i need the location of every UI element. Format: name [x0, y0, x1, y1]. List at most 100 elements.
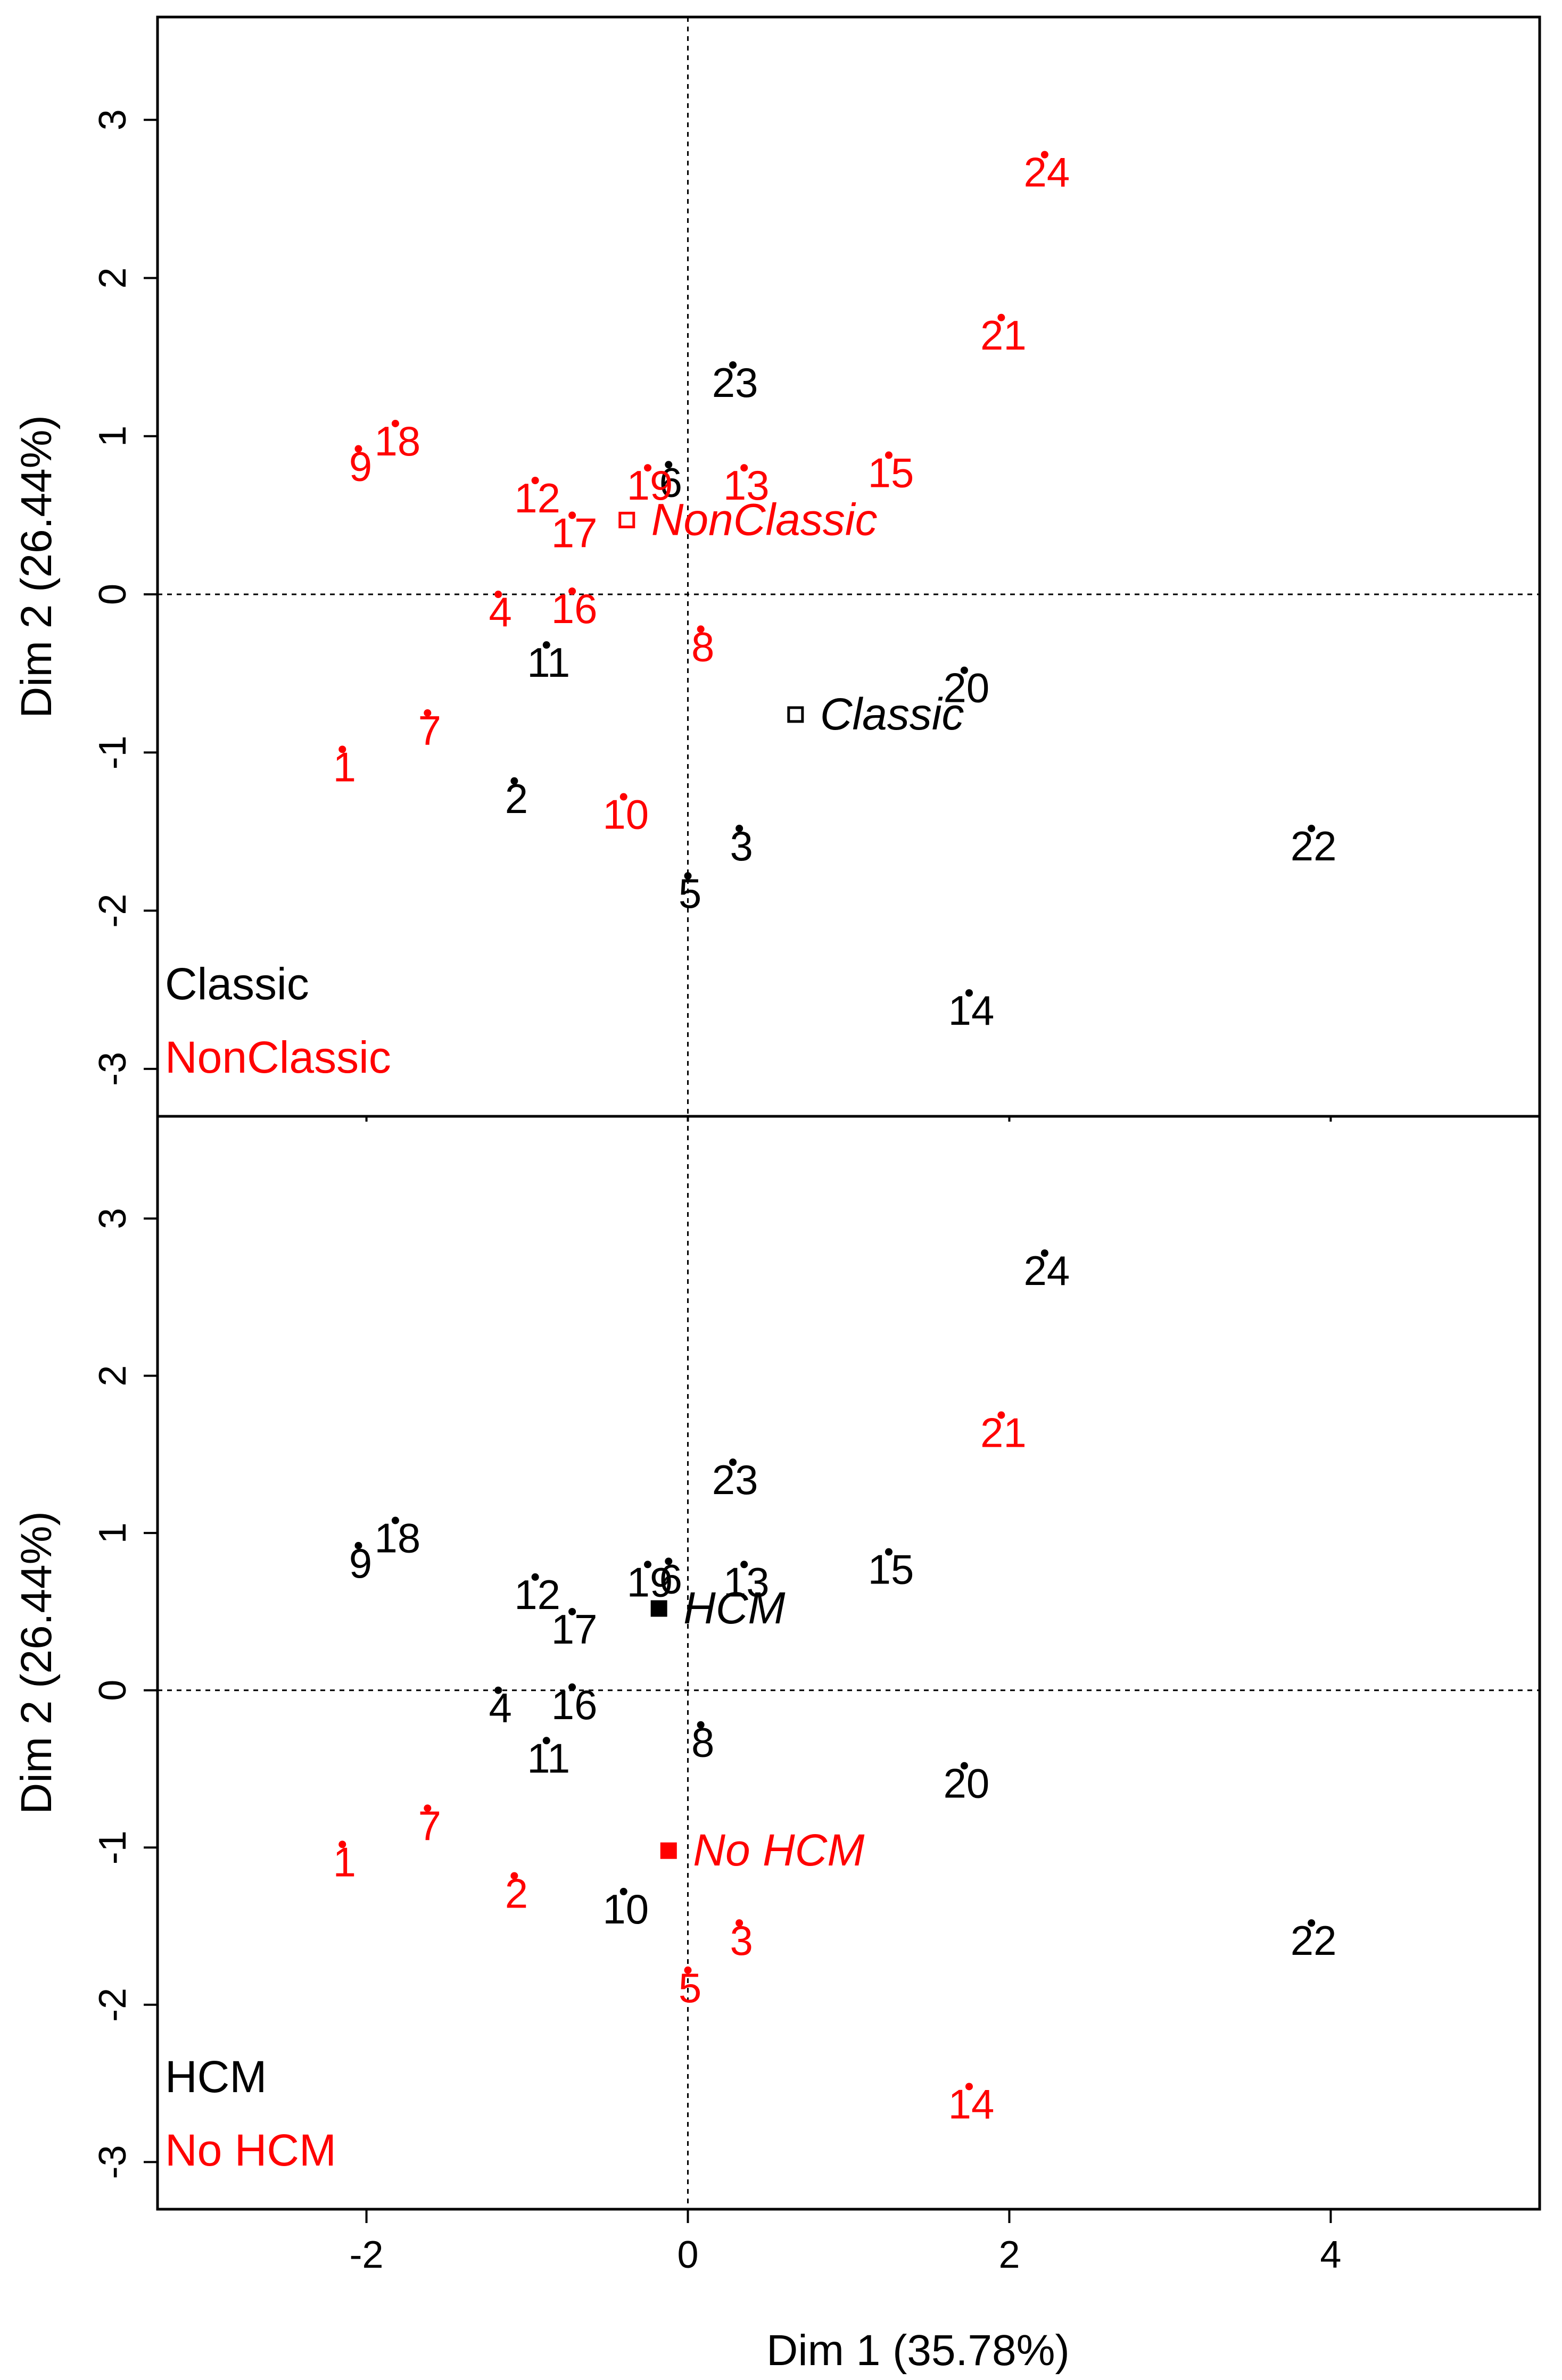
y-tick-label: 2 [92, 1365, 134, 1387]
point-marker [665, 461, 673, 469]
centroid-label: NonClassic [651, 494, 878, 544]
y-tick-label: 3 [92, 1208, 134, 1229]
point-label: 12 [514, 1571, 560, 1618]
y-tick-label: -2 [92, 1988, 134, 2022]
point-label: 2 [505, 775, 528, 822]
point-marker [619, 793, 627, 801]
y-tick-label: 0 [92, 584, 134, 605]
point-label: 4 [489, 1685, 511, 1731]
point-label: 10 [602, 1886, 649, 1933]
centroid-label: No HCM [693, 1825, 864, 1875]
point-marker [391, 1516, 399, 1524]
point-label: 19 [627, 462, 673, 509]
point-marker [338, 1840, 346, 1848]
point-label: 21 [980, 1409, 1027, 1456]
centroid-marker [618, 511, 635, 528]
legend-entry: No HCM [165, 2125, 336, 2175]
point-label: 1 [333, 1838, 356, 1885]
point-marker [965, 2083, 973, 2091]
y-tick-label: -2 [92, 894, 134, 928]
point-marker [542, 641, 550, 649]
point-marker [1308, 1919, 1316, 1927]
point-label: 6 [659, 1555, 682, 1602]
point-label: 24 [1024, 1247, 1070, 1294]
legend-entry: HCM [165, 2052, 267, 2102]
point-label: 15 [868, 449, 914, 496]
point-label: 8 [691, 1719, 714, 1766]
point-label: 22 [1291, 1917, 1337, 1964]
point-label: 21 [980, 312, 1027, 359]
point-marker [729, 361, 737, 369]
point-label: 12 [514, 475, 560, 521]
point-marker [885, 451, 892, 459]
point-label: 17 [551, 509, 598, 556]
point-label: 11 [527, 1735, 570, 1781]
point-marker [424, 709, 432, 717]
point-marker [684, 872, 692, 880]
point-marker [997, 313, 1005, 321]
x-tick-label: 0 [677, 2234, 698, 2276]
point-marker [510, 777, 518, 785]
point-label: 10 [602, 791, 649, 838]
point-label: 22 [1291, 823, 1337, 869]
point-label: 11 [527, 639, 570, 686]
y-tick-label: 1 [92, 426, 134, 447]
point-label: 9 [349, 1540, 372, 1587]
point-label: 16 [551, 585, 598, 632]
y-tick-label: -1 [92, 735, 134, 769]
centroid-label: Classic [820, 689, 964, 739]
point-label: 23 [712, 1456, 758, 1503]
point-marker [735, 824, 743, 832]
point-marker [960, 1762, 968, 1770]
point-marker [354, 1541, 362, 1549]
point-label: 20 [944, 1760, 990, 1807]
point-marker [965, 989, 973, 997]
point-label: 7 [418, 1802, 441, 1849]
y-axis-label: Dim 2 (26.44%) [12, 1511, 61, 1814]
legend-entry: Classic [165, 959, 309, 1009]
point-label: 8 [691, 623, 714, 670]
point-label: 13 [723, 462, 770, 509]
point-marker [568, 587, 576, 595]
y-axis-label: Dim 2 (26.44%) [12, 415, 61, 718]
x-tick-label: -2 [350, 2234, 384, 2276]
point-marker [338, 745, 346, 753]
point-marker [391, 419, 399, 427]
point-marker [568, 511, 576, 519]
plot-frame [156, 1115, 1541, 2211]
point-label: 13 [723, 1558, 770, 1605]
centroid-marker [787, 706, 804, 723]
point-label: 1 [333, 743, 356, 790]
point-label: 19 [627, 1558, 673, 1605]
point-marker [568, 1607, 576, 1615]
point-label: 14 [948, 987, 995, 1034]
point-label: 24 [1024, 149, 1070, 196]
point-marker [697, 625, 705, 633]
point-label: 15 [868, 1546, 914, 1593]
x-tick-label: 2 [998, 2234, 1020, 2276]
x-axis-label: Dim 1 (35.78%) [766, 2326, 1070, 2375]
point-marker [684, 1966, 692, 1974]
centroid-label: HCM [683, 1583, 785, 1633]
point-marker [1308, 824, 1316, 832]
point-label: 5 [679, 870, 701, 917]
point-marker [354, 445, 362, 453]
centroid-marker [660, 1842, 677, 1859]
y-tick-label: 2 [92, 267, 134, 288]
point-marker [619, 1888, 627, 1896]
point-marker [424, 1804, 432, 1812]
centroid-marker [650, 1600, 667, 1617]
point-label: 3 [730, 823, 753, 869]
point-label: 3 [730, 1917, 753, 1964]
point-label: 18 [375, 1515, 421, 1562]
point-label: 9 [349, 443, 372, 490]
point-marker [885, 1548, 892, 1556]
x-tick-label: 4 [1320, 2234, 1341, 2276]
point-marker [1040, 1249, 1048, 1257]
y-tick-label: 0 [92, 1680, 134, 1701]
